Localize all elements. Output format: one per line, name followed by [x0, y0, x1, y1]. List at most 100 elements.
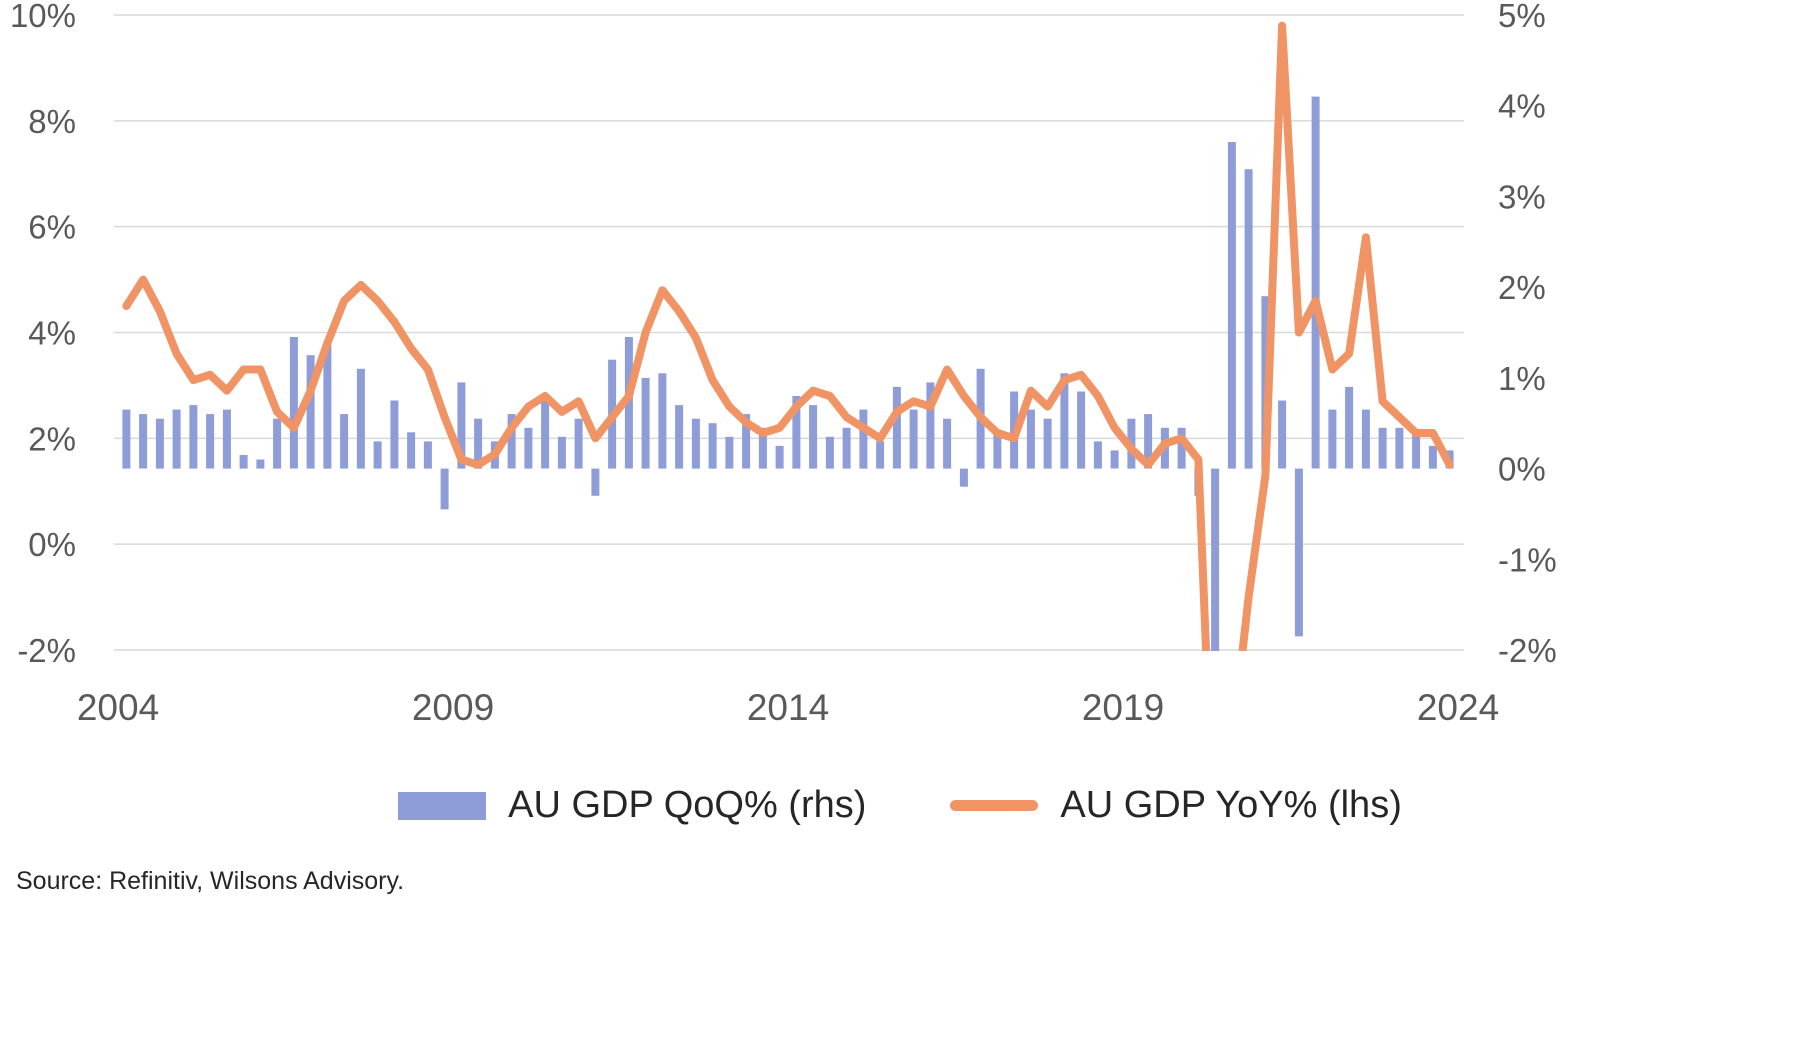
qoq-bar — [289, 337, 298, 469]
x-axis-tick-label: 2004 — [77, 687, 159, 728]
qoq-bar — [943, 418, 952, 469]
right-axis-tick-label: 0% — [1498, 451, 1546, 488]
qoq-bar — [842, 427, 851, 469]
qoq-bar — [675, 405, 684, 469]
qoq-bar-swatch-icon — [398, 791, 487, 820]
left-axis-tick-label: 0% — [28, 526, 76, 563]
qoq-bar — [306, 355, 315, 469]
qoq-bar — [641, 377, 650, 469]
qoq-bar — [1110, 450, 1119, 469]
right-axis-tick-label: 5% — [1498, 0, 1546, 34]
qoq-bar — [909, 409, 918, 469]
right-axis-tick-label: 1% — [1498, 360, 1546, 397]
left-axis-tick-label: 4% — [28, 315, 76, 352]
qoq-bar — [792, 396, 801, 469]
qoq-bar — [524, 427, 533, 469]
qoq-bar — [1412, 432, 1421, 469]
qoq-legend-label: AU GDP QoQ% (rhs) — [508, 784, 867, 826]
qoq-bar — [373, 441, 382, 469]
gdp-combo-chart: 10%8%6%4%2%0%-2%5%4%3%2%1%0%-1%-2%2004 20… — [10, 0, 1557, 728]
qoq-bar — [1177, 427, 1186, 469]
yoy-line — [122, 21, 1454, 651]
qoq-bar — [390, 400, 399, 469]
qoq-bar — [457, 382, 466, 469]
gdp-chart-figure: 10% 8% 6% 4% 2% 0% -2% 5% 4% 3% 2% 1% 0% -1% -2% 2004 20… — [0, 0, 1800, 827]
qoq-bar — [775, 445, 784, 469]
qoq-bar — [1278, 400, 1287, 469]
qoq-bar — [1361, 409, 1370, 469]
legend-item-yoy: AU GDP YoY% (lhs) — [950, 784, 1402, 827]
qoq-bar — [256, 459, 265, 469]
qoq-bar — [742, 414, 751, 469]
qoq-bar — [1328, 409, 1337, 469]
x-axis-tick-label: 2009 — [412, 687, 494, 728]
qoq-bar — [825, 436, 834, 469]
qoq-bar — [591, 468, 600, 496]
left-axis-tick-label: 2% — [28, 420, 76, 457]
qoq-bar — [1395, 427, 1404, 469]
qoq-bar — [1244, 169, 1253, 469]
qoq-bar — [859, 409, 868, 469]
source-note: Source: Refinitiv, Wilsons Advisory. — [16, 867, 405, 895]
qoq-bar — [273, 418, 282, 469]
qoq-bar — [708, 423, 717, 469]
qoq-bar — [189, 405, 198, 469]
qoq-bar — [172, 409, 181, 469]
qoq-bars — [122, 96, 1454, 651]
qoq-bar — [624, 337, 633, 469]
x-axis-tick-label: 2014 — [747, 687, 829, 728]
left-axis-tick-label: 8% — [28, 103, 76, 140]
qoq-bar — [139, 414, 148, 469]
qoq-bar — [155, 418, 164, 469]
qoq-bar — [440, 468, 449, 510]
qoq-bar — [1345, 386, 1354, 469]
qoq-bar — [340, 414, 349, 469]
qoq-bar — [1378, 427, 1387, 469]
qoq-bar — [1093, 441, 1102, 469]
qoq-bar — [926, 382, 935, 469]
qoq-bar — [407, 432, 416, 469]
qoq-bar — [993, 432, 1002, 469]
yoy-legend-label: AU GDP YoY% (lhs) — [1060, 784, 1402, 826]
qoq-bar — [1311, 96, 1320, 469]
qoq-bar — [423, 441, 432, 469]
right-axis-tick-label: -2% — [1498, 632, 1557, 669]
left-axis-tick-label: 6% — [28, 209, 76, 246]
qoq-bar — [239, 455, 248, 469]
right-axis-tick-label: 4% — [1498, 88, 1546, 125]
yoy-line-swatch-icon — [950, 800, 1039, 811]
qoq-bar — [541, 400, 550, 469]
right-axis-tick-label: -1% — [1498, 541, 1557, 578]
chart-legend: AU GDP QoQ% (rhs) AU GDP YoY% (lhs) — [0, 784, 1800, 827]
qoq-bar — [758, 427, 767, 469]
legend-item-qoq: AU GDP QoQ% (rhs) — [398, 784, 866, 827]
qoq-bar — [474, 418, 483, 469]
qoq-bar — [892, 386, 901, 469]
qoq-bar — [557, 436, 566, 469]
qoq-bar — [1043, 418, 1052, 469]
qoq-bar — [1211, 468, 1220, 651]
qoq-bar — [876, 441, 885, 469]
qoq-bar — [658, 373, 667, 469]
qoq-bar — [1428, 445, 1437, 469]
qoq-bar — [356, 368, 365, 469]
qoq-bar — [1144, 414, 1153, 469]
qoq-bar — [222, 409, 231, 469]
qoq-bar — [1060, 373, 1069, 469]
left-axis-tick-label: 10% — [10, 0, 76, 34]
x-axis-tick-label: 2019 — [1082, 687, 1164, 728]
qoq-bar — [691, 418, 700, 469]
right-axis-tick-label: 3% — [1498, 178, 1546, 215]
right-axis-tick-label: 2% — [1498, 269, 1546, 306]
qoq-bar — [959, 468, 968, 487]
qoq-bar — [1294, 468, 1303, 637]
qoq-bar — [574, 418, 583, 469]
qoq-bar — [122, 409, 131, 469]
left-axis-tick-label: -2% — [17, 632, 76, 669]
qoq-bar — [1026, 409, 1035, 469]
x-axis-tick-label: 2024 — [1417, 687, 1499, 728]
qoq-bar — [809, 405, 818, 469]
qoq-bar — [1227, 142, 1236, 469]
qoq-bar — [1077, 391, 1086, 469]
